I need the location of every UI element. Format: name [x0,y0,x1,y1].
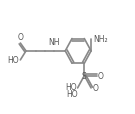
Text: HO: HO [66,89,78,98]
Text: O: O [98,71,104,80]
Text: O: O [92,84,98,93]
Text: HO: HO [65,83,77,92]
Text: NH: NH [48,38,60,47]
Text: HO: HO [8,56,19,65]
Text: NH₂: NH₂ [93,35,108,44]
Text: S: S [82,71,87,80]
Text: O: O [17,32,23,41]
